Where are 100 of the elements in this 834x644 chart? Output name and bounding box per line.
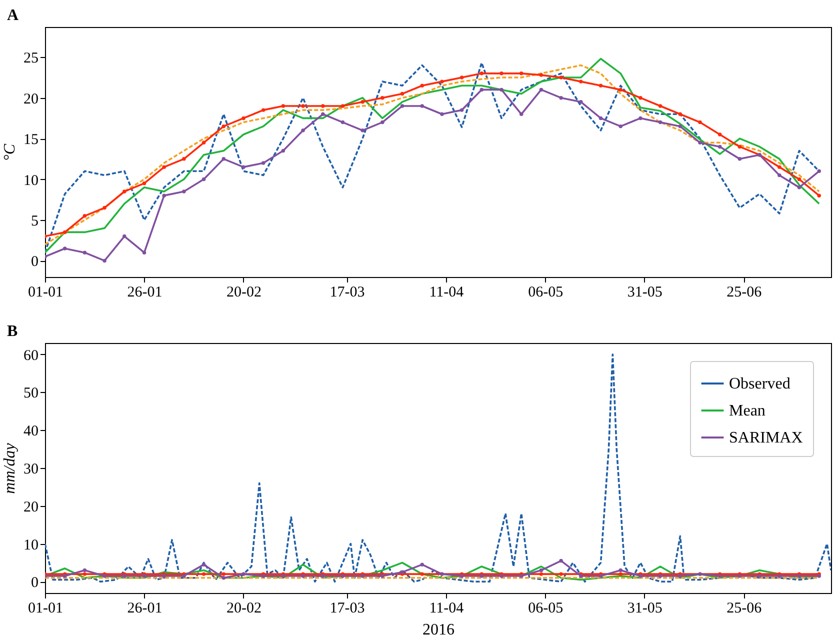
y-tick-label: 50 (24, 386, 38, 402)
point (222, 572, 226, 576)
point (62, 246, 67, 250)
point (380, 96, 384, 100)
point (480, 88, 484, 92)
point (202, 177, 206, 182)
point (718, 132, 722, 136)
y-tick-label: 10 (24, 172, 38, 189)
point (598, 116, 603, 120)
point (142, 250, 146, 254)
point (618, 572, 622, 576)
point (281, 148, 286, 153)
x-tick-label: 20-02 (226, 600, 262, 616)
point (321, 112, 325, 116)
point (678, 112, 682, 116)
point (202, 140, 206, 144)
point (222, 124, 226, 128)
point (817, 194, 821, 198)
x-tick-label: 25-06 (726, 284, 762, 300)
x-axis-title: 2016 (422, 622, 454, 638)
point (440, 112, 444, 116)
y-axis-title: mm/day (2, 442, 18, 494)
x-tick-label: 17-03 (330, 600, 365, 616)
y-tick-label: 20 (24, 91, 38, 108)
point (142, 181, 146, 186)
point (321, 104, 325, 108)
y-tick-label: 0 (31, 254, 38, 270)
point (579, 100, 583, 104)
point (162, 165, 166, 169)
point (420, 84, 424, 88)
y-tick-label: 5 (31, 213, 38, 230)
y-tick-label: 20 (24, 499, 38, 516)
point (539, 73, 544, 77)
point (638, 116, 642, 120)
point (738, 157, 742, 161)
x-tick-label: 20-02 (226, 284, 262, 300)
point (261, 161, 266, 165)
point (400, 92, 404, 96)
point (618, 88, 622, 92)
point (618, 568, 622, 572)
x-tick-label: 01-01 (28, 600, 63, 616)
point (519, 112, 524, 116)
point (698, 120, 702, 124)
point (698, 140, 702, 144)
x-tick-label: 11-04 (429, 600, 464, 616)
point (222, 157, 226, 161)
point (420, 104, 424, 108)
point (678, 124, 682, 128)
y-tick-label: 60 (24, 348, 38, 364)
point (817, 169, 821, 174)
point (360, 128, 364, 132)
y-tick-label: 15 (24, 132, 38, 148)
x-tick-label: 25-06 (726, 600, 762, 616)
point (202, 572, 206, 576)
point (242, 116, 246, 120)
x-tick-label: 31-05 (627, 284, 662, 300)
point (539, 568, 544, 572)
point (400, 104, 404, 108)
point (82, 568, 87, 572)
point (82, 214, 87, 218)
point (182, 190, 186, 194)
point (102, 258, 106, 263)
point (420, 572, 424, 576)
point (102, 206, 106, 210)
point (598, 84, 603, 88)
point (162, 194, 166, 198)
x-tick-label: 06-05 (528, 600, 564, 616)
line-series (45, 353, 831, 583)
y-tick-label: 40 (24, 424, 38, 440)
point (440, 80, 444, 84)
point (618, 124, 622, 128)
x-tick-label: 11-04 (429, 284, 464, 300)
point (500, 72, 504, 76)
x-tick-label: 26-01 (127, 600, 162, 616)
x-tick-label: 01-01 (28, 284, 63, 300)
point (658, 120, 662, 124)
point (62, 230, 67, 234)
chart-title: B (7, 323, 18, 340)
point (122, 234, 126, 238)
chart-title: A (7, 7, 19, 24)
point (222, 576, 226, 580)
point (281, 104, 286, 108)
point (301, 104, 305, 108)
legend-label: Observed (729, 376, 790, 392)
point (340, 120, 345, 124)
point (460, 76, 464, 80)
point (718, 144, 722, 149)
x-tick-label: 17-03 (330, 284, 365, 300)
point (242, 165, 246, 169)
y-tick-label: 25 (24, 50, 38, 67)
point (182, 157, 186, 161)
point (778, 173, 782, 178)
point (480, 72, 484, 76)
point (82, 572, 87, 576)
point (82, 250, 87, 254)
point (539, 572, 544, 576)
point (360, 100, 364, 104)
point (122, 190, 126, 194)
point (658, 104, 662, 108)
point (638, 96, 642, 100)
